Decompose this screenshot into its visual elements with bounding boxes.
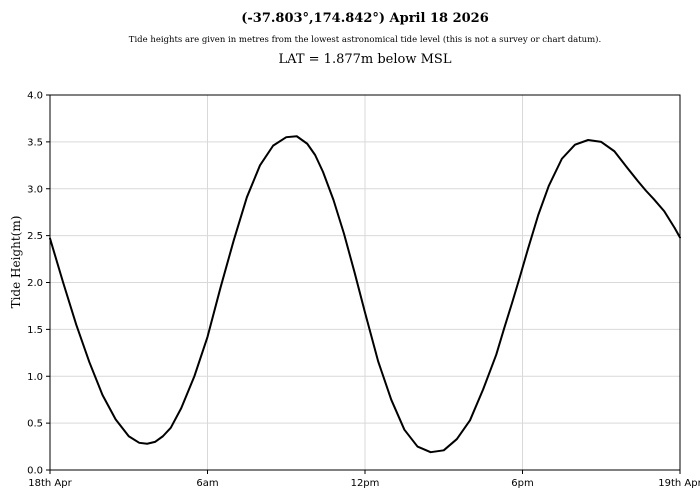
y-tick-label: 4.0	[27, 91, 43, 102]
y-tick-label: 2.5	[27, 231, 43, 242]
y-tick-label: 1.0	[27, 372, 43, 383]
x-tick-label: 18th Apr	[28, 478, 72, 489]
x-tick-label: 6pm	[511, 478, 533, 489]
y-tick-label: 0.5	[27, 419, 43, 430]
y-tick-label: 3.0	[27, 184, 43, 195]
chart-title: (-37.803°,174.842°) April 18 2026	[241, 11, 489, 26]
axes	[46, 94, 681, 474]
x-tick-label: 19th Apr	[658, 478, 700, 489]
y-tick-label: 3.5	[27, 137, 43, 148]
x-tick-label: 6am	[196, 478, 218, 489]
y-axis-title: Tide Height(m)	[9, 216, 23, 309]
y-tick-label: 2.0	[27, 278, 43, 289]
lat-annotation: LAT = 1.877m below MSL	[278, 52, 452, 67]
series-layer	[49, 135, 681, 454]
plot-frame	[49, 94, 681, 471]
y-tick-label: 1.5	[27, 325, 43, 336]
tide-series-line	[49, 135, 681, 454]
x-tick-label: 12pm	[351, 478, 380, 489]
tick-labels: 0.0 0.5 1.0 1.5 2.0 2.5 3.0 3.5 4.0 18th Apr 6am 12…	[27, 91, 700, 490]
grid-lines	[50, 95, 680, 470]
chart-subtitle: Tide heights are given in metres from th…	[128, 35, 602, 45]
y-tick-label: 0.0	[27, 466, 43, 477]
